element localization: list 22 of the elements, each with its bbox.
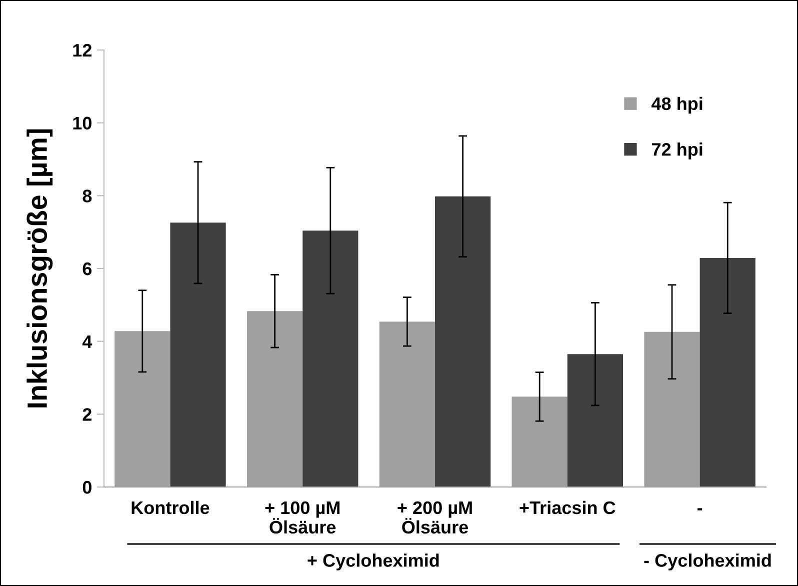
y-tick-label: 10 [73, 116, 92, 130]
bar [435, 196, 491, 487]
x-tick-label: + 200 µM Ölsäure [398, 501, 472, 534]
bar [302, 230, 358, 487]
bar [567, 354, 624, 487]
bar [700, 258, 756, 487]
y-axis-title: Inklusionsgröße [µm] [26, 129, 53, 408]
legend-label: 48 hpi [652, 96, 702, 114]
x-tick-label: +Triacsin C [520, 500, 616, 514]
text: - Cycloheximid [644, 554, 771, 570]
y-tick-label: 12 [73, 44, 92, 57]
text: + Cycloheximid [308, 554, 439, 570]
y-tick-label: 6 [82, 262, 92, 276]
x-tick-label: + 100 µM Ölsäure [265, 501, 340, 534]
x-tick-label: Kontrolle [132, 500, 210, 514]
x-tick-label: - [698, 508, 702, 510]
y-tick-label: 0 [82, 480, 92, 494]
y-tick-label: 8 [82, 190, 92, 202]
legend-label: 72 hpi [652, 142, 702, 160]
y-tick-label: 2 [82, 408, 92, 421]
bar [170, 222, 226, 487]
y-tick-label: 4 [82, 335, 92, 348]
